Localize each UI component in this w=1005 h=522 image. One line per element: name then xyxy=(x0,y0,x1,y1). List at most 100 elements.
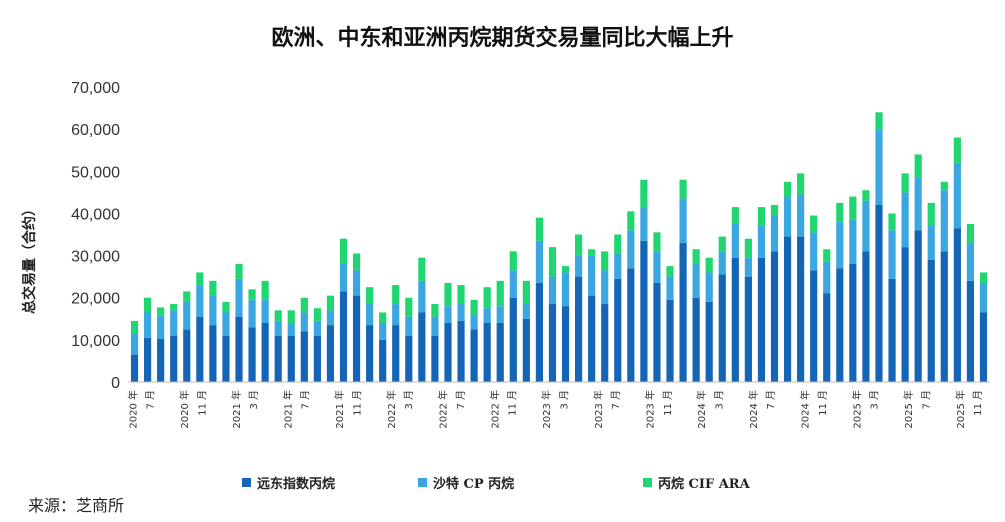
bar-segment-series-2 xyxy=(157,307,165,316)
bar-segment-series-2 xyxy=(326,295,335,311)
x-tick-label: 2025 年 xyxy=(954,390,967,429)
bar-segment-series-0 xyxy=(535,282,543,382)
x-tick-label: 2023 年 xyxy=(592,390,605,429)
bar-segment-series-1 xyxy=(418,280,426,313)
bar-segment-series-1 xyxy=(261,299,269,323)
legend-swatch-cif-ara xyxy=(643,478,652,487)
bar-segment-series-2 xyxy=(548,247,557,277)
bar-segment-series-2 xyxy=(614,234,622,254)
x-tick-label: 11 月 xyxy=(662,390,674,416)
legend-label-saudi-cp: 沙特 CP 丙烷 xyxy=(433,477,515,492)
bar-segment-series-2 xyxy=(130,320,139,334)
bar-segment-series-1 xyxy=(888,230,896,279)
x-tick-label: 2024 年 xyxy=(799,390,812,429)
bar-segment-series-1 xyxy=(757,226,766,258)
y-tick-label: 50,000 xyxy=(71,164,120,181)
bar-segment-series-1 xyxy=(248,299,256,328)
bar-segment-series-1 xyxy=(235,278,243,317)
legend-swatch-far-east xyxy=(242,478,251,487)
bar-segment-series-1 xyxy=(601,270,609,305)
bar-segment-series-1 xyxy=(548,276,557,305)
bar-segment-series-0 xyxy=(692,297,700,382)
x-tick-label: 2023 年 xyxy=(644,390,657,429)
bar-segment-series-0 xyxy=(627,268,635,382)
bar-segment-series-2 xyxy=(940,181,948,191)
bar-segment-series-1 xyxy=(144,312,152,338)
bar-segment-series-2 xyxy=(770,205,779,216)
bar-segment-series-0 xyxy=(392,325,400,382)
x-tick-label: 2024 年 xyxy=(747,390,760,429)
bar-segment-series-1 xyxy=(170,310,178,336)
bar-segment-series-0 xyxy=(366,325,374,382)
bar-segment-series-2 xyxy=(418,257,426,281)
bar-segment-series-1 xyxy=(222,312,230,336)
bar-segment-series-1 xyxy=(366,304,374,326)
bar-segment-series-1 xyxy=(561,272,570,307)
bar-segment-series-1 xyxy=(810,232,818,271)
bar-segment-series-2 xyxy=(248,289,256,300)
bar-segment-series-2 xyxy=(313,308,321,321)
bar-segment-series-0 xyxy=(823,293,831,382)
x-tick-label: 11 月 xyxy=(972,390,984,416)
bar-segment-series-1 xyxy=(287,323,295,336)
legend-item-far-east: 远东指数丙烷 xyxy=(242,473,335,492)
bar-segment-series-1 xyxy=(770,215,779,252)
y-tick-label: 20,000 xyxy=(71,291,120,308)
bar-segment-series-1 xyxy=(444,306,452,323)
bar-segment-series-1 xyxy=(326,310,335,326)
bar-segment-series-0 xyxy=(614,278,622,382)
x-tick-label: 2022 年 xyxy=(437,390,450,429)
legend-item-saudi-cp: 沙特 CP 丙烷 xyxy=(418,473,514,492)
bar-segment-series-0 xyxy=(888,278,896,382)
bar-segment-series-2 xyxy=(718,236,726,252)
bar-segment-series-1 xyxy=(640,207,648,241)
bar-segment-series-2 xyxy=(966,223,974,243)
bar-segment-series-2 xyxy=(914,154,922,178)
bar-segment-series-2 xyxy=(522,280,530,305)
bar-segment-series-2 xyxy=(588,249,596,256)
bar-segment-series-2 xyxy=(901,173,909,193)
bar-segment-series-2 xyxy=(144,297,152,313)
bar-segment-series-1 xyxy=(575,255,583,277)
bar-segment-series-2 xyxy=(352,253,361,271)
bar-segment-series-2 xyxy=(457,285,465,305)
legend-item-cif-ara: 丙烷 CIF ARA xyxy=(643,473,750,492)
bar-segment-series-2 xyxy=(575,234,583,256)
x-tick-label: 2021 年 xyxy=(230,390,243,429)
bar-segment-series-1 xyxy=(509,270,517,298)
x-tick-label: 2025 年 xyxy=(850,390,863,429)
bar-segment-series-0 xyxy=(548,304,557,382)
bar-segment-series-2 xyxy=(705,257,713,273)
bar-segment-series-2 xyxy=(235,264,243,279)
bar-segment-series-1 xyxy=(457,304,465,321)
x-tick-label: 2022 年 xyxy=(385,390,398,429)
bar-segment-series-1 xyxy=(535,240,543,283)
x-tick-label: 11 月 xyxy=(351,390,363,416)
bar-segment-series-0 xyxy=(470,329,478,382)
legend-swatch-saudi-cp xyxy=(418,478,427,487)
bar-segment-series-2 xyxy=(627,211,635,231)
bar-segment-series-1 xyxy=(797,194,805,237)
bar-segment-series-1 xyxy=(940,190,948,252)
bar-segment-series-2 xyxy=(692,249,700,264)
bar-series-group xyxy=(130,112,988,382)
bar-segment-series-0 xyxy=(457,320,465,382)
bar-segment-series-0 xyxy=(979,312,988,382)
y-tick-label: 30,000 xyxy=(71,249,120,266)
bar-segment-series-2 xyxy=(444,282,452,307)
bar-segment-series-1 xyxy=(966,242,974,281)
x-tick-label: 11 月 xyxy=(196,390,208,416)
bar-segment-series-0 xyxy=(300,331,308,382)
x-tick-label: 7 月 xyxy=(300,390,312,410)
bar-segment-series-1 xyxy=(783,196,792,237)
bar-segment-series-2 xyxy=(274,310,282,321)
bar-segment-series-0 xyxy=(418,312,426,382)
bar-segment-series-0 xyxy=(862,251,870,382)
x-tick-label: 2021 年 xyxy=(333,390,346,429)
bar-segment-series-2 xyxy=(300,297,308,313)
bar-segment-series-2 xyxy=(183,291,191,302)
bar-segment-series-1 xyxy=(183,301,191,330)
bar-segment-series-2 xyxy=(823,249,831,262)
x-tick-label: 2021 年 xyxy=(282,390,295,429)
